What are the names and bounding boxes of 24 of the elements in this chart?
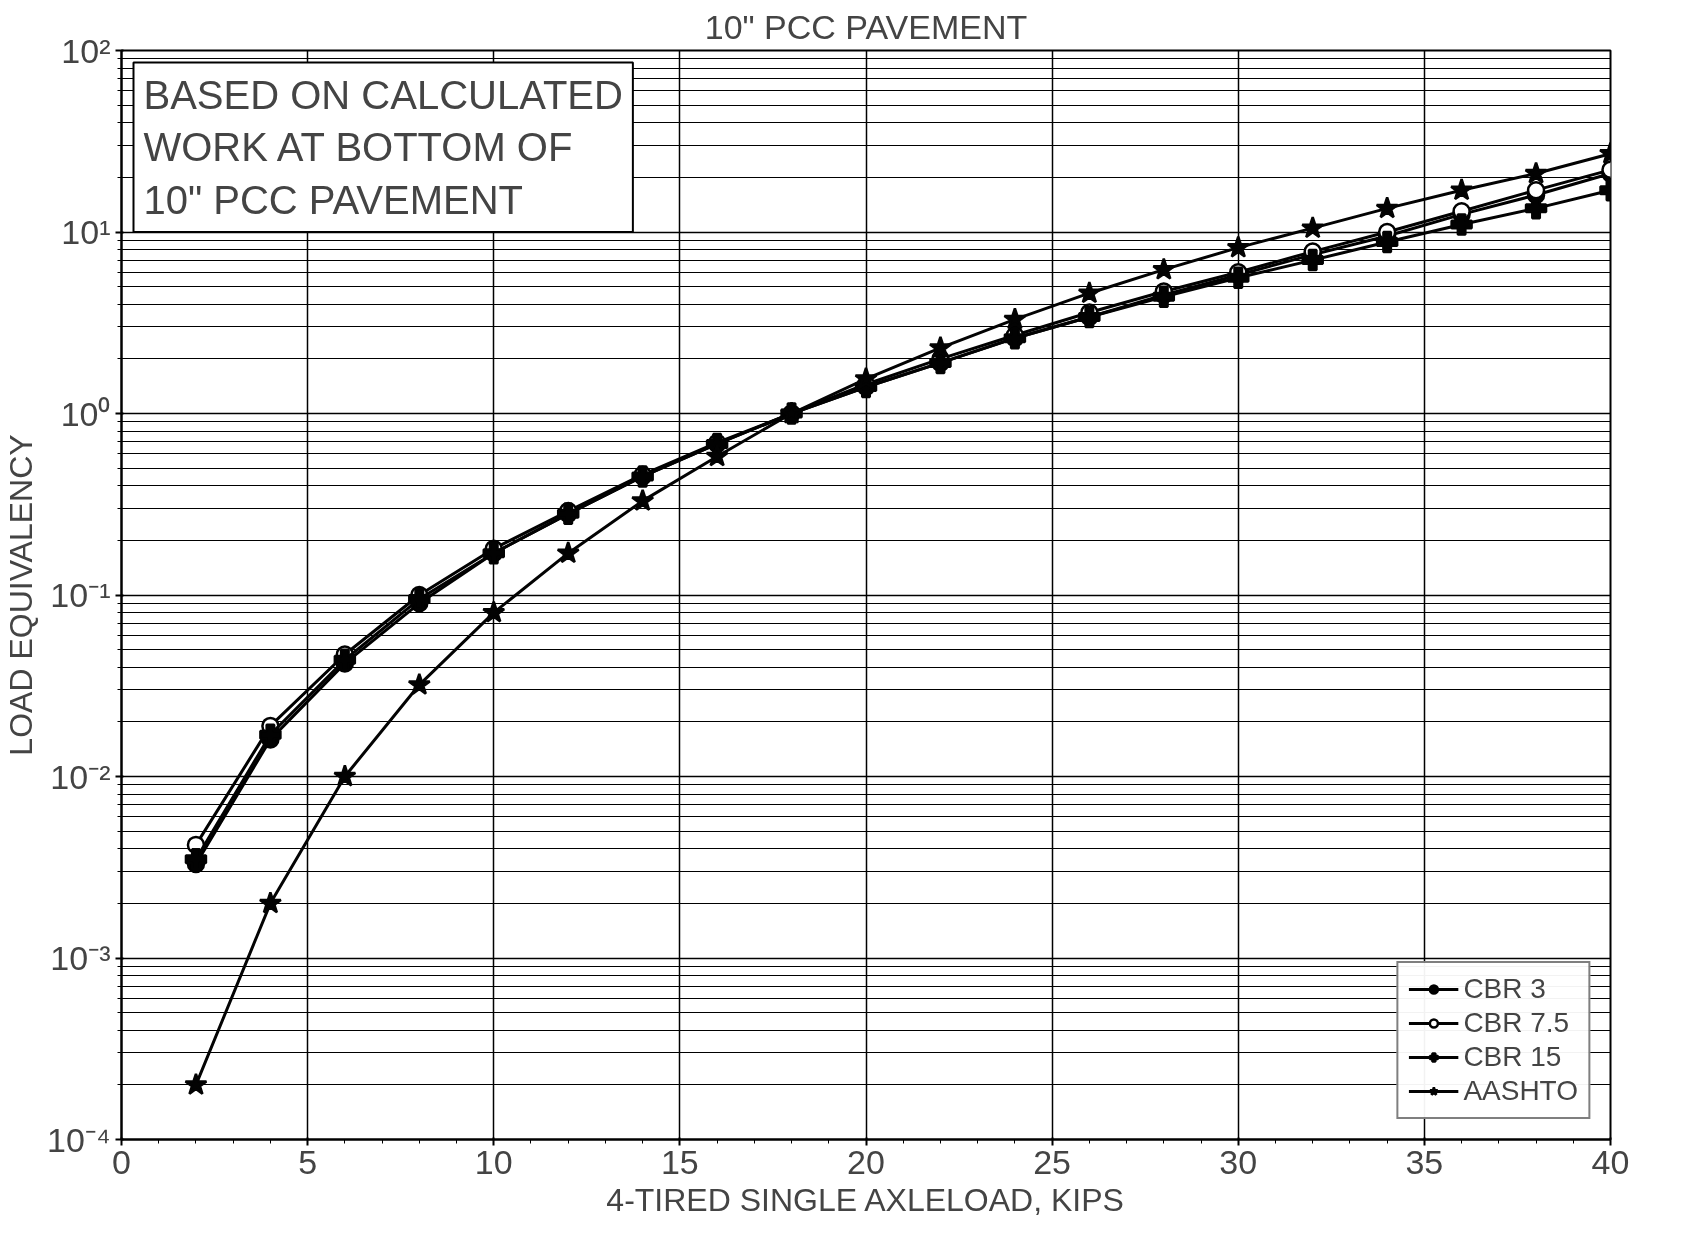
x-tick-label: 10: [474, 1142, 513, 1181]
x-axis-title: 4-TIRED SINGLE AXLELOAD, KIPS: [606, 1181, 1124, 1218]
legend-label: CBR 7.5: [1463, 1007, 1570, 1039]
x-tick-label: 40: [1591, 1142, 1630, 1181]
x-tick-label: 5: [298, 1142, 318, 1181]
y-axis-title: LOAD EQUIVALENCY: [3, 434, 40, 756]
legend-label: CBR 3: [1463, 973, 1546, 1005]
y-tick-label: 10²: [61, 31, 111, 70]
y-tick-label: 10⁻⁴: [47, 1120, 111, 1159]
y-tick-label: 10⁻¹: [50, 576, 111, 614]
y-tick-label: 10⁻²: [50, 757, 111, 796]
x-tick-label: 25: [1033, 1142, 1072, 1181]
annotation: BASED ON CALCULATED WORK AT BOTTOM OF 10" PCC PAVEMENT: [143, 72, 623, 223]
y-tick-label: 10⁻³: [50, 939, 111, 977]
x-tick-label: 0: [112, 1142, 131, 1181]
x-tick-label: 15: [660, 1142, 699, 1181]
x-tick-label: 35: [1405, 1142, 1444, 1181]
chart-title: 10" PCC PAVEMENT: [704, 7, 1028, 46]
y-tick-label: 10¹: [61, 213, 111, 251]
legend-label: CBR 15: [1463, 1041, 1562, 1073]
legend-label: AASHTO: [1463, 1075, 1578, 1107]
x-tick-label: 20: [847, 1142, 885, 1181]
x-tick-label: 30: [1219, 1142, 1258, 1181]
y-tick-label: 10⁰: [60, 394, 111, 433]
